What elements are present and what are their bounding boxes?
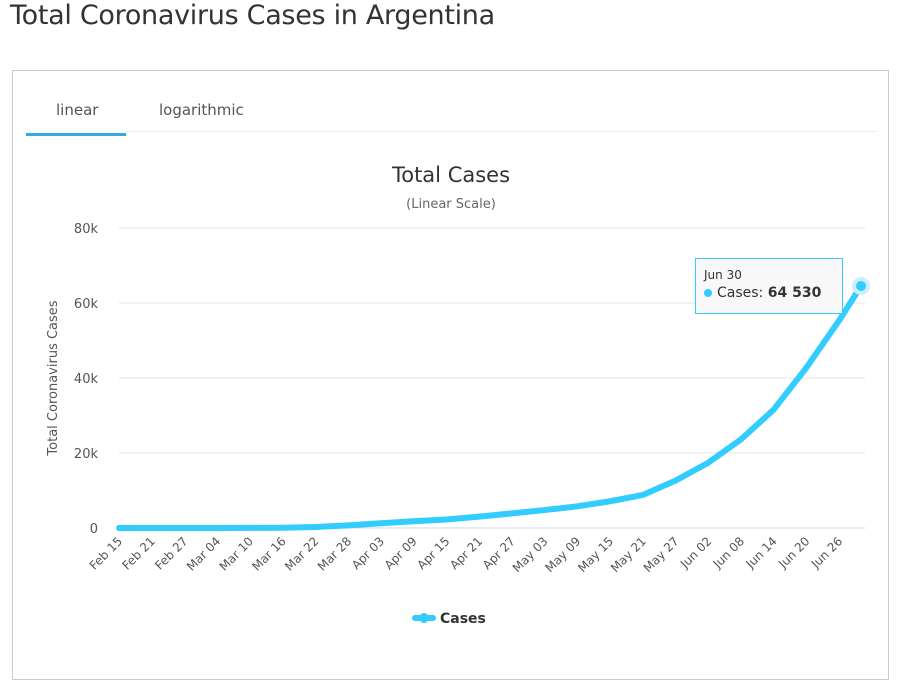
x-tick-label: Apr 03 — [349, 534, 387, 572]
x-tick-label: May 15 — [575, 534, 616, 575]
chart-title: Total Cases — [391, 163, 510, 187]
y-tick-label: 60k — [74, 297, 99, 312]
x-tick-label: Jun 08 — [710, 534, 747, 571]
x-tick-label: Jun 26 — [808, 534, 845, 571]
legend-cases[interactable]: Cases — [412, 611, 486, 627]
x-tick-label: May 27 — [641, 534, 682, 575]
x-tick-label: Apr 09 — [382, 534, 420, 572]
x-tick-label: Mar 16 — [249, 534, 288, 573]
x-tick-label: Feb 21 — [119, 534, 157, 572]
x-tick-label: Jun 20 — [775, 534, 812, 571]
x-tick-label: Jun 02 — [677, 534, 714, 571]
x-tick-label: Feb 15 — [87, 534, 125, 572]
x-tick-label: Apr 15 — [414, 534, 452, 572]
active-tab-indicator — [26, 133, 126, 136]
x-tick-label: May 21 — [608, 534, 649, 575]
legend-marker — [419, 613, 429, 623]
x-tick-label: Mar 28 — [315, 534, 354, 573]
data-point — [852, 277, 870, 296]
tab-linear[interactable]: linear — [56, 101, 99, 119]
tab-logarithmic[interactable]: logarithmic — [159, 101, 244, 119]
tab-divider — [126, 131, 876, 132]
y-tick-label: 40k — [74, 372, 99, 387]
legend-label: Cases — [440, 611, 486, 627]
tooltip-label: Cases: — [717, 285, 768, 301]
x-tick-label: Jun 14 — [742, 534, 779, 571]
y-tick-label: 0 — [90, 522, 98, 537]
tooltip-date: Jun 30 — [704, 268, 742, 282]
x-tick-label: Apr 21 — [447, 534, 485, 572]
chart-panel: linear logarithmic — [12, 70, 889, 680]
x-tick-label: Mar 22 — [282, 534, 321, 573]
x-tick-label: Mar 10 — [217, 534, 256, 573]
x-tick-label: May 03 — [510, 534, 551, 575]
x-tick-label: Mar 04 — [184, 534, 223, 573]
x-tick-label: May 09 — [542, 534, 583, 575]
tooltip-value: 64 530 — [767, 285, 822, 301]
x-tick-label: Feb 27 — [152, 534, 190, 572]
y-tick-label: 80k — [74, 222, 99, 237]
y-tick-label: 20k — [74, 447, 99, 462]
page-title: Total Coronavirus Cases in Argentina — [10, 0, 495, 31]
chart-subtitle: (Linear Scale) — [406, 197, 496, 212]
cases-line — [116, 283, 864, 531]
y-axis-label: Total Coronavirus Cases — [46, 300, 61, 456]
tooltip: Jun 30 Cases: 64 530 — [695, 258, 843, 314]
tooltip-marker — [704, 289, 712, 297]
